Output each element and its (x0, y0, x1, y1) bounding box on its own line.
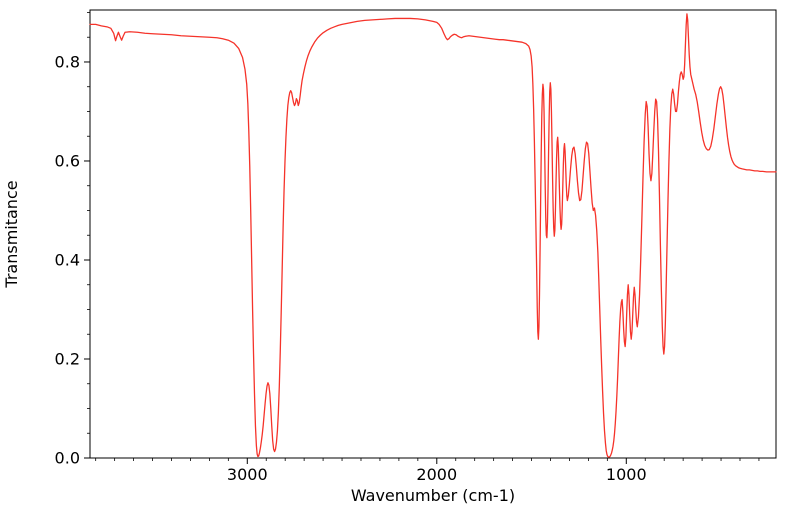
y-tick-label: 0.6 (55, 151, 80, 170)
plot-border (89, 9, 777, 459)
y-tick-label: 0.0 (55, 449, 80, 468)
y-axis-label: Transmitance (2, 180, 21, 288)
y-tick-label: 0.4 (55, 250, 80, 269)
x-axis-label: Wavenumber (cm-1) (351, 486, 515, 505)
x-tick-label: 2000 (416, 465, 457, 484)
x-tick-label: 1000 (606, 465, 647, 484)
y-tick-label: 0.8 (55, 52, 80, 71)
y-tick-label: 0.2 (55, 349, 80, 368)
plot-layer: 3000 2000 1000 0.0 0.2 0.4 0.6 0.8 (55, 9, 777, 484)
spectrum-line (89, 13, 777, 458)
x-tick-label: 3000 (227, 465, 268, 484)
